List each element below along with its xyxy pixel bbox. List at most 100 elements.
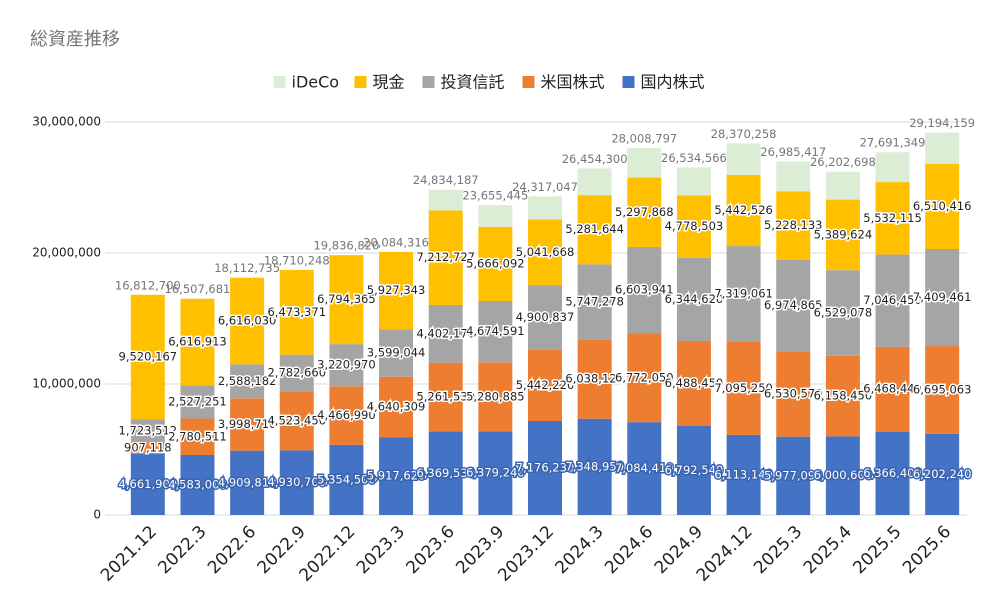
bar-segment xyxy=(875,182,910,255)
bar-segment xyxy=(676,426,711,515)
bar-segment xyxy=(776,191,811,260)
bar-segment xyxy=(726,174,761,247)
bar-segment xyxy=(875,254,910,347)
legend-swatch xyxy=(354,76,367,88)
bar-segment xyxy=(627,246,662,334)
bar-segment xyxy=(329,344,364,387)
data-label: 5,747,278 xyxy=(565,294,624,308)
chart-title: 総資産推移 xyxy=(30,29,120,50)
data-label: 7,319,061 xyxy=(714,287,773,301)
bar-segment xyxy=(329,386,364,445)
bar-segment xyxy=(428,189,463,211)
bar-segment xyxy=(925,433,960,515)
bar-segment xyxy=(875,346,910,432)
legend-swatch xyxy=(273,76,286,88)
data-label: 6,366,400 xyxy=(863,466,922,480)
total-label: 24,317,047 xyxy=(512,180,578,194)
bar-segment xyxy=(428,362,463,432)
data-label: 6,344,620 xyxy=(665,292,724,306)
bar-segment xyxy=(925,132,960,164)
y-tick-label: 10,000,000 xyxy=(32,377,101,391)
bar-segment xyxy=(130,294,165,420)
legend-swatch xyxy=(622,76,635,88)
bar-segment xyxy=(825,355,860,437)
bar-segment xyxy=(478,205,513,227)
data-label: 4,674,591 xyxy=(466,324,525,338)
data-label: 6,603,941 xyxy=(615,283,674,297)
legend-label: 投資信託 xyxy=(441,73,505,92)
data-label: 5,532,115 xyxy=(863,211,922,225)
bar-segment xyxy=(379,329,414,377)
data-label: 6,529,078 xyxy=(814,305,873,319)
data-label: 5,261,530 xyxy=(416,390,475,404)
bar-segment xyxy=(577,418,612,515)
bar-segment xyxy=(428,304,463,363)
x-tick-label: 2023.3 xyxy=(353,522,409,578)
data-label: 4,900,837 xyxy=(516,310,575,324)
bar-segment xyxy=(230,277,265,365)
data-label: 6,379,240 xyxy=(466,466,525,480)
data-label: 6,468,440 xyxy=(863,382,922,396)
bar-segment xyxy=(627,177,662,247)
data-label: 4,778,503 xyxy=(665,219,724,233)
x-tick-label: 2024.6 xyxy=(601,522,657,578)
data-label: 6,695,063 xyxy=(913,382,972,396)
bar-segment xyxy=(230,398,265,451)
bar-segment xyxy=(478,301,513,363)
data-label: 3,998,710 xyxy=(218,417,277,431)
data-label: 6,530,570 xyxy=(764,386,823,400)
x-tick-label: 2023.6 xyxy=(403,522,459,578)
data-label: 5,927,343 xyxy=(367,283,426,297)
bar-segment xyxy=(180,298,215,386)
data-label: 7,176,230 xyxy=(516,460,575,474)
bar-segment xyxy=(825,199,860,271)
data-label: 3,599,044 xyxy=(367,346,426,360)
x-tick-label: 2024.3 xyxy=(552,522,608,578)
x-tick-label: 2025.5 xyxy=(849,522,905,578)
data-label: 2,527,251 xyxy=(168,394,227,408)
data-label: 5,354,500 xyxy=(317,472,376,486)
data-label: 5,442,526 xyxy=(714,203,773,217)
data-label: 6,113,140 xyxy=(714,467,773,481)
bar-segment xyxy=(379,251,414,330)
total-label: 26,202,698 xyxy=(810,155,876,169)
bar-segment xyxy=(676,257,711,342)
bar-segment xyxy=(776,351,811,437)
data-label: 5,041,668 xyxy=(516,245,575,259)
data-label: 2,782,660 xyxy=(267,365,326,379)
bar-segment xyxy=(230,364,265,399)
data-label: 2,780,511 xyxy=(168,429,227,443)
bar-segment xyxy=(180,418,215,455)
data-label: 6,792,540 xyxy=(665,463,724,477)
bar-segment xyxy=(627,422,662,515)
bar-segment xyxy=(379,437,414,515)
bar-segment xyxy=(776,259,811,352)
data-label: 5,297,868 xyxy=(615,205,674,219)
data-label: 7,046,450 xyxy=(863,293,922,307)
data-label: 907,118 xyxy=(124,440,172,454)
data-label: 4,909,810 xyxy=(218,475,277,489)
total-label: 18,710,248 xyxy=(264,253,330,267)
bar-segment xyxy=(279,269,314,355)
total-label: 26,454,300 xyxy=(562,152,628,166)
bar-segment xyxy=(130,419,165,443)
bar-segment xyxy=(180,454,215,515)
data-label: 6,000,600 xyxy=(814,468,873,482)
bar-segment xyxy=(279,391,314,451)
bar-segment xyxy=(925,346,960,434)
total-label: 18,112,735 xyxy=(214,261,280,275)
data-label: 5,666,092 xyxy=(466,256,525,270)
legend-label: 米国株式 xyxy=(541,73,605,92)
data-label: 6,974,865 xyxy=(764,298,823,312)
data-label: 5,389,624 xyxy=(814,227,873,241)
data-label: 7,084,410 xyxy=(615,461,674,475)
bar-segment xyxy=(180,385,215,419)
data-label: 4,640,309 xyxy=(367,400,426,414)
bar-segment xyxy=(279,354,314,392)
bar-segment xyxy=(627,333,662,423)
total-label: 28,370,258 xyxy=(711,127,777,141)
data-label: 5,442,220 xyxy=(516,378,575,392)
data-label: 5,281,644 xyxy=(565,222,624,236)
total-label: 19,836,820 xyxy=(313,239,379,253)
